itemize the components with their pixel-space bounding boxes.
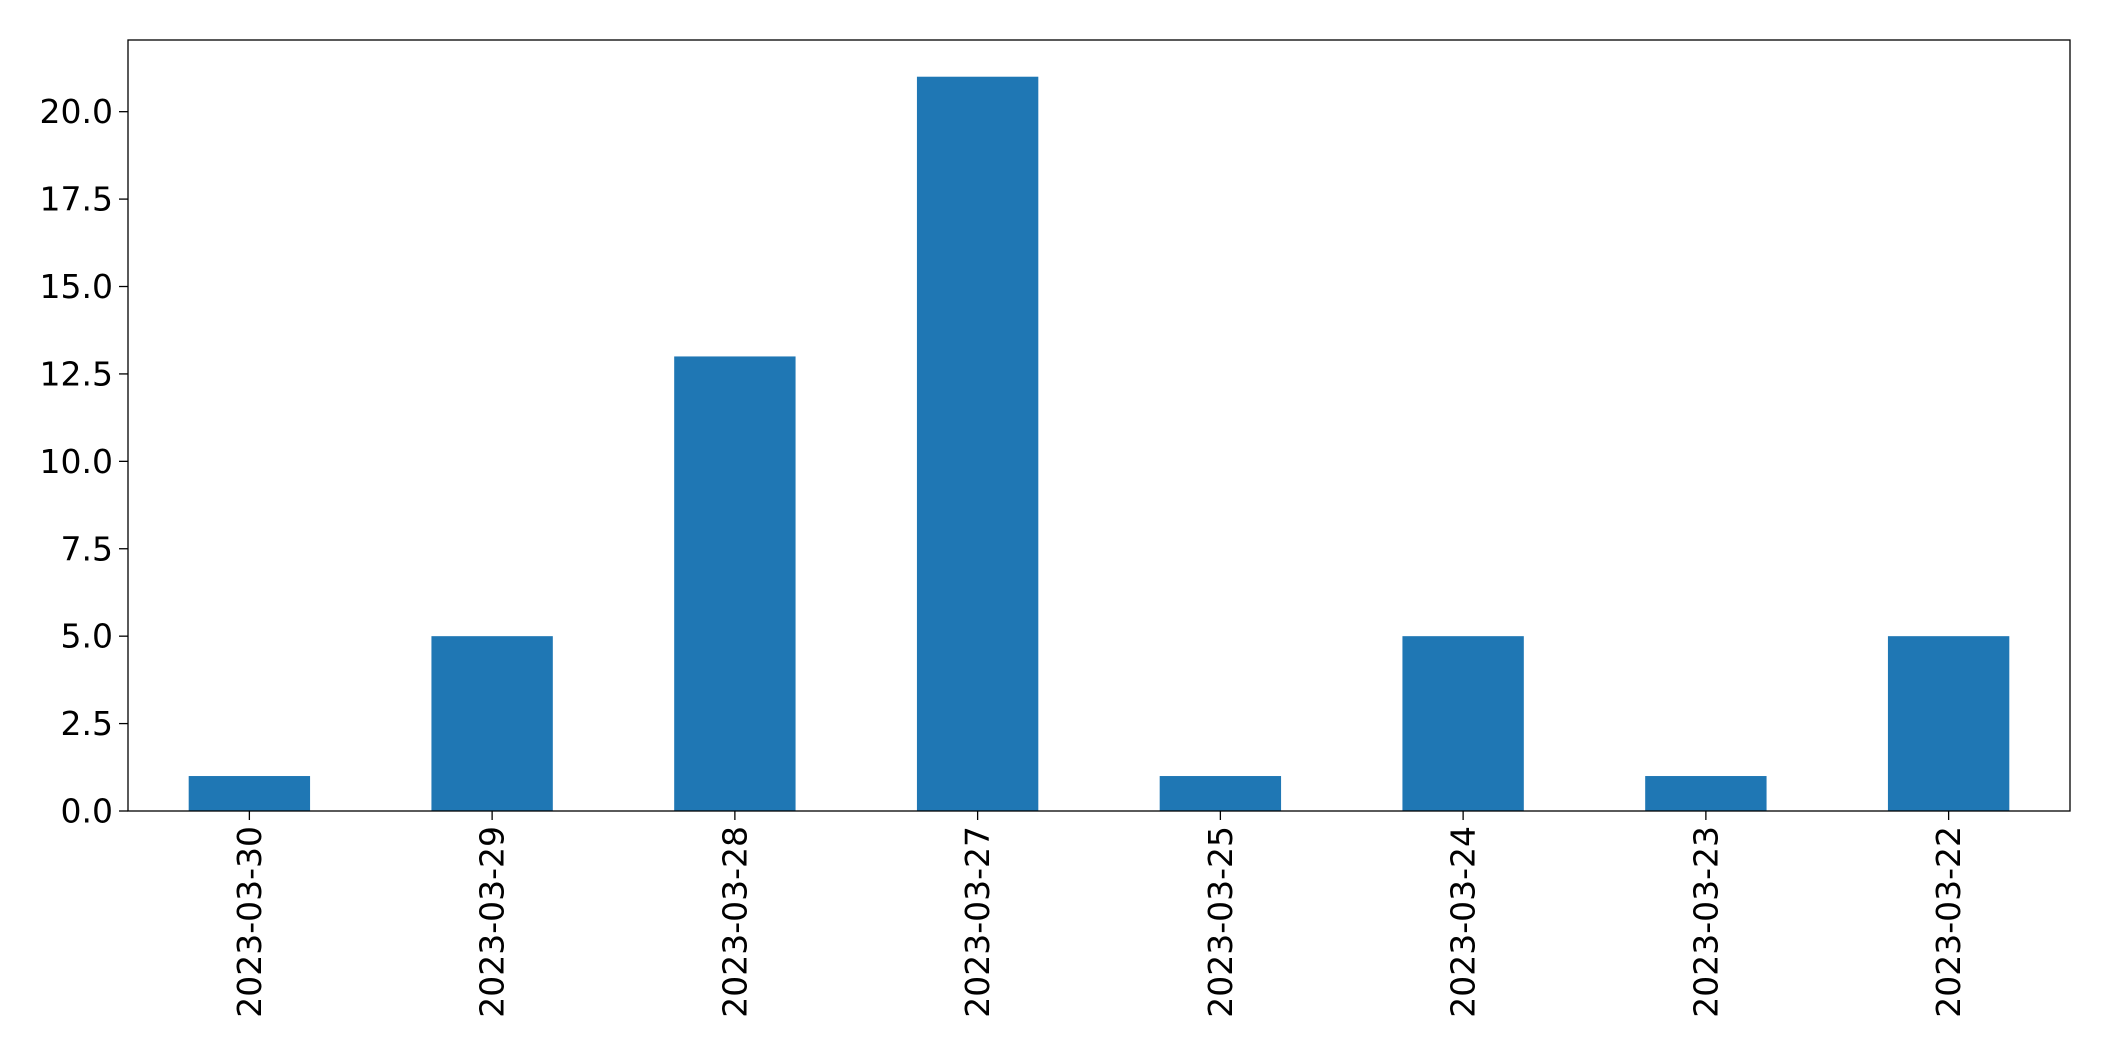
y-tick-label: 20.0 (40, 92, 113, 131)
x-tick-label: 2023-03-22 (1929, 826, 1968, 1018)
x-tick-label: 2023-03-29 (473, 826, 512, 1018)
x-tick-label: 2023-03-27 (958, 826, 997, 1018)
bar-2023-03-22 (1887, 636, 2010, 811)
bar-2023-03-23 (1645, 776, 1767, 811)
y-tick-label: 5.0 (61, 617, 113, 656)
bar-2023-03-27 (916, 76, 1039, 811)
x-axis: 2023-03-30 2023-03-29 2023-03-28 2023-03-27… (230, 811, 1968, 1018)
plot-frame (127, 39, 2071, 812)
x-tick-label: 2023-03-28 (715, 826, 754, 1018)
x-tick-label: 2023-03-30 (230, 826, 269, 1018)
x-tick-label: 2023-03-24 (1444, 826, 1483, 1018)
y-tick-label: 0.0 (61, 792, 113, 831)
bar-2023-03-30 (188, 776, 311, 811)
bar-2023-03-29 (431, 636, 553, 811)
y-tick-label: 15.0 (40, 267, 113, 306)
x-tick-label: 2023-03-23 (1686, 826, 1725, 1018)
bar-2023-03-25 (1159, 776, 1282, 811)
bar-2023-03-28 (674, 356, 796, 811)
y-tick-label: 2.5 (61, 704, 113, 743)
bar-2023-03-24 (1402, 636, 1524, 811)
bars-layer (188, 76, 2010, 811)
y-tick-label: 7.5 (61, 529, 113, 568)
y-tick-label: 12.5 (40, 354, 113, 393)
y-tick-label: 17.5 (40, 180, 113, 219)
y-tick-label: 10.0 (40, 442, 113, 481)
y-axis: 0.0 2.5 5.0 7.5 10.0 12.5 15.0 17.5 20.0 (40, 92, 128, 831)
x-tick-label: 2023-03-25 (1201, 826, 1240, 1018)
